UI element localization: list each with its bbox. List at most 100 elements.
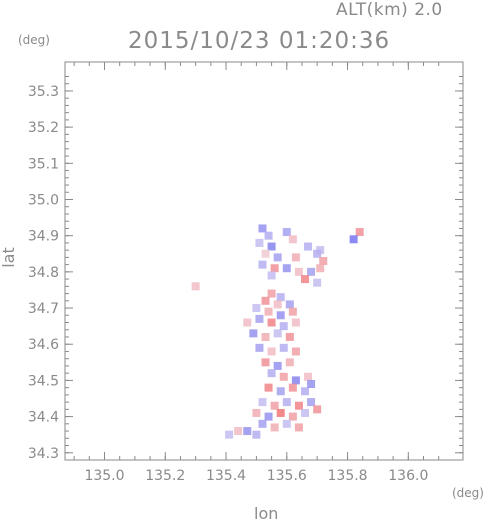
x-tick-label: 135.6	[267, 468, 307, 484]
data-cell	[252, 408, 261, 417]
data-cell	[264, 412, 273, 421]
y-tick-label: 35.1	[28, 156, 59, 172]
y-tick-label: 34.7	[28, 301, 59, 317]
data-cell	[285, 332, 294, 341]
x-axis-unit: (deg)	[452, 486, 484, 500]
data-cell	[313, 278, 322, 287]
data-cell	[267, 271, 276, 280]
data-cell	[258, 398, 267, 407]
data-cell	[267, 347, 276, 356]
data-cell	[255, 314, 264, 323]
data-cell	[273, 329, 282, 338]
data-cell	[282, 264, 291, 273]
data-cell	[291, 376, 300, 385]
data-cell	[258, 224, 267, 233]
data-cell	[276, 387, 285, 396]
data-cell	[249, 329, 258, 338]
data-cell	[291, 253, 300, 262]
y-tick-label: 34.4	[28, 410, 59, 426]
y-tick-label: 35.3	[28, 84, 59, 100]
y-axis-unit: (deg)	[18, 33, 50, 47]
data-cell	[261, 296, 270, 305]
x-tick-label: 136.0	[388, 468, 428, 484]
data-cell	[267, 242, 276, 251]
data-cell	[282, 419, 291, 428]
data-cell	[267, 289, 276, 298]
data-cell	[264, 383, 273, 392]
x-tick-label: 135.0	[84, 468, 124, 484]
y-tick-label: 34.5	[28, 373, 59, 389]
data-cell	[288, 383, 297, 392]
data-cell	[285, 300, 294, 309]
x-tick-label: 135.8	[328, 468, 368, 484]
data-cell	[279, 343, 288, 352]
data-cell	[261, 332, 270, 341]
data-cell	[279, 322, 288, 331]
data-cell	[285, 358, 294, 367]
data-cell	[258, 260, 267, 269]
y-tick-label: 35.2	[28, 120, 59, 136]
y-tick-label: 35.0	[28, 192, 59, 208]
data-cell	[252, 304, 261, 313]
data-cell	[255, 343, 264, 352]
data-cell	[307, 267, 316, 276]
data-cell	[264, 231, 273, 240]
data-cell	[264, 307, 273, 316]
x-tick-label: 135.4	[206, 468, 246, 484]
data-cell	[276, 408, 285, 417]
data-cell	[282, 228, 291, 237]
data-cell	[304, 242, 313, 251]
data-cell	[252, 430, 261, 439]
data-cell	[255, 238, 264, 247]
y-tick-label: 34.3	[28, 446, 59, 462]
data-cell	[270, 401, 279, 410]
data-cell	[307, 380, 316, 389]
data-cell	[225, 430, 234, 439]
y-tick-label: 34.8	[28, 265, 59, 281]
data-cell	[267, 318, 276, 327]
data-cell	[294, 267, 303, 276]
data-cell	[261, 249, 270, 258]
x-axis-label: lon	[254, 504, 279, 523]
data-cell	[282, 398, 291, 407]
altitude-label: ALT(km) 2.0	[336, 0, 443, 20]
y-tick-label: 34.9	[28, 229, 59, 245]
data-cell	[270, 423, 279, 432]
data-cell	[270, 264, 279, 273]
data-cell	[349, 235, 358, 244]
data-cell	[301, 275, 310, 284]
data-cell	[234, 427, 243, 436]
data-cell	[288, 307, 297, 316]
data-cell	[355, 228, 364, 237]
data-cell	[291, 318, 300, 327]
y-tick-label: 34.6	[28, 337, 59, 353]
data-cell	[276, 311, 285, 320]
data-cell	[273, 300, 282, 309]
data-cell	[301, 408, 310, 417]
data-cell	[294, 423, 303, 432]
chart-title: 2015/10/23 01:20:36	[128, 28, 391, 54]
data-cell	[301, 387, 310, 396]
plot-frame	[64, 61, 464, 461]
data-cell	[294, 401, 303, 410]
data-cell	[276, 293, 285, 302]
data-cell	[273, 361, 282, 370]
data-cell	[191, 282, 200, 291]
data-cell	[261, 358, 270, 367]
data-cell	[243, 318, 252, 327]
data-cell	[304, 372, 313, 381]
data-cell	[313, 249, 322, 258]
data-cell	[279, 372, 288, 381]
data-cell	[307, 398, 316, 407]
data-cell	[316, 264, 325, 273]
data-cell	[273, 253, 282, 262]
data-cell	[258, 419, 267, 428]
data-cell	[243, 427, 252, 436]
data-cell	[291, 347, 300, 356]
x-tick-label: 135.2	[145, 468, 185, 484]
data-cell	[319, 257, 328, 265]
data-cell	[313, 405, 322, 414]
data-cell	[288, 235, 297, 244]
data-cell	[288, 412, 297, 421]
